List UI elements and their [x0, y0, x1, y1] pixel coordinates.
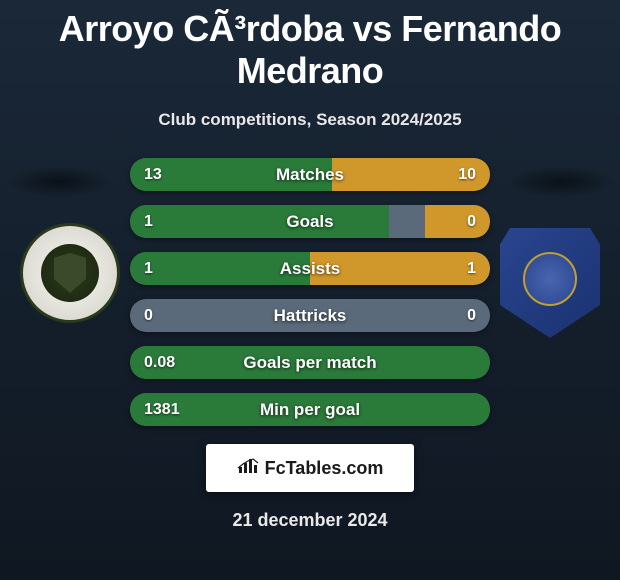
- comparison-content: 13Matches101Goals01Assists10Hattricks00.…: [0, 158, 620, 426]
- shadow-left: [6, 166, 112, 198]
- stat-right-value: 0: [467, 307, 476, 325]
- stat-left-value: 13: [144, 166, 162, 184]
- stats-container: 13Matches101Goals01Assists10Hattricks00.…: [130, 158, 490, 426]
- shadow-right: [508, 166, 614, 198]
- brand-badge[interactable]: FcTables.com: [206, 444, 414, 492]
- stat-label: Hattricks: [274, 306, 347, 326]
- footer-date: 21 december 2024: [0, 510, 620, 531]
- team-badge-left: [20, 223, 120, 323]
- stat-bar-assists: 1 Assists 1: [130, 252, 490, 285]
- competition-subtitle: Club competitions, Season 2024/2025: [0, 110, 620, 130]
- stat-bar-goals: 1 Goals 0: [130, 205, 490, 238]
- stat-label: Min per goal: [260, 400, 360, 420]
- comparison-title: Arroyo CÃ³rdoba vs Fernando Medrano: [0, 0, 620, 92]
- badge-left-shield-icon: [54, 253, 86, 293]
- stat-left-value: 1381: [144, 401, 180, 419]
- stat-right-value: 0: [467, 213, 476, 231]
- chart-icon: [237, 457, 259, 480]
- stat-right-value: 10: [458, 166, 476, 184]
- badge-right-crown-icon: [536, 210, 564, 226]
- stat-label: Goals: [286, 212, 333, 232]
- stat-right-value: 1: [467, 260, 476, 278]
- stat-right-fill: [425, 205, 490, 238]
- stat-left-value: 0.08: [144, 354, 175, 372]
- stat-bar-min-per-goal: 1381 Min per goal: [130, 393, 490, 426]
- badge-right-shield-icon: [500, 228, 600, 338]
- badge-right-inner: [523, 252, 577, 306]
- stat-left-value: 1: [144, 213, 153, 231]
- stat-label: Matches: [276, 165, 344, 185]
- team-badge-right: [500, 228, 600, 338]
- badge-left-inner: [41, 244, 99, 302]
- stat-label: Assists: [280, 259, 340, 279]
- stat-left-fill: [130, 205, 389, 238]
- stat-label: Goals per match: [243, 353, 376, 373]
- brand-text: FcTables.com: [265, 458, 384, 479]
- stat-bar-goals-per-match: 0.08 Goals per match: [130, 346, 490, 379]
- stat-left-value: 1: [144, 260, 153, 278]
- stat-bar-matches: 13 Matches 10: [130, 158, 490, 191]
- stat-bar-hattricks: 0 Hattricks 0: [130, 299, 490, 332]
- stat-left-value: 0: [144, 307, 153, 325]
